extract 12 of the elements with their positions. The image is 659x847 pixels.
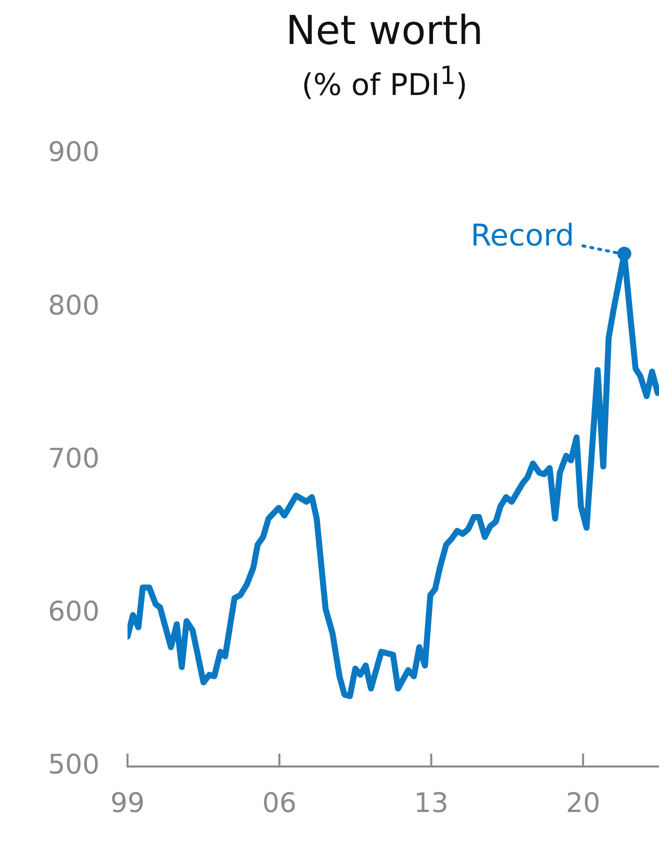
chart-title: Net worth	[284, 7, 484, 56]
y-tick-label: 800	[48, 290, 100, 322]
x-tick-label: 06	[262, 788, 297, 819]
y-tick-label: 500	[48, 750, 100, 781]
x-tick-label: 13	[414, 788, 448, 819]
x-tick-label: 99	[110, 788, 145, 819]
annotation: Record	[470, 218, 574, 254]
y-tick-label: 900	[48, 137, 100, 168]
y-tick-label: 600	[48, 596, 100, 628]
chart-subtitle: (% of PDI$^{1}$)	[300, 60, 468, 105]
y-tick-label: 700	[48, 443, 100, 474]
x-tick-label: 20	[566, 788, 600, 819]
